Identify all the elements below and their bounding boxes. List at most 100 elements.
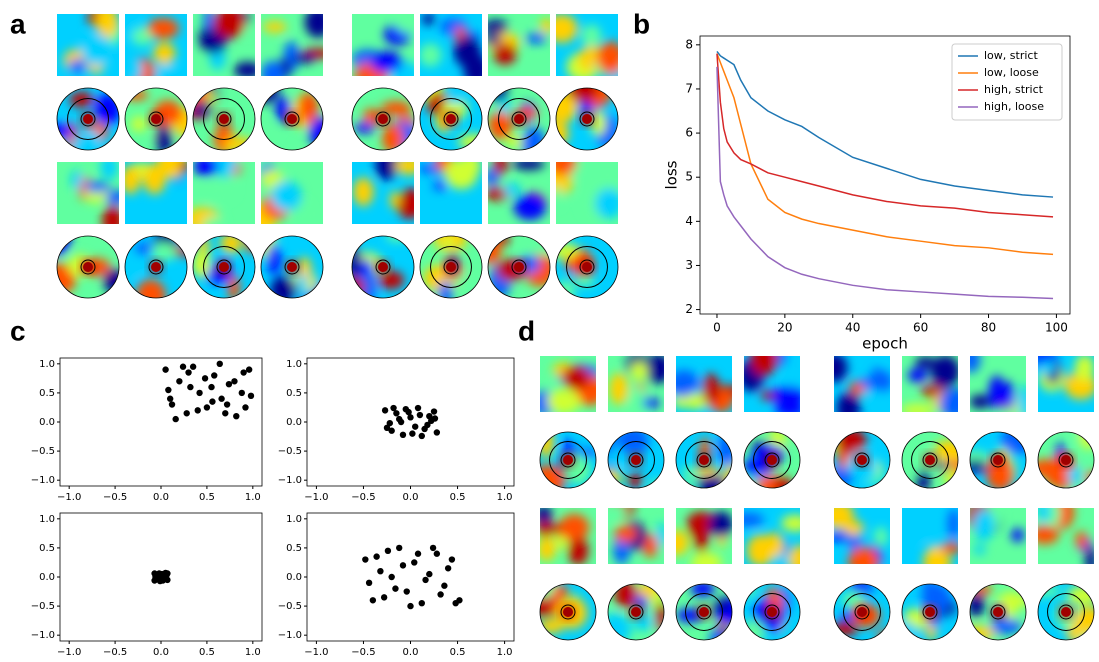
blob bbox=[676, 370, 700, 398]
point bbox=[185, 369, 192, 376]
y-tick-label: 0.0 bbox=[39, 572, 55, 583]
blob bbox=[540, 508, 553, 523]
blob bbox=[656, 522, 664, 548]
blobs bbox=[556, 162, 618, 220]
blob bbox=[1002, 590, 1018, 620]
ring bbox=[67, 98, 109, 140]
ring bbox=[854, 452, 870, 468]
point bbox=[208, 383, 215, 391]
x-tick-label: 1.0 bbox=[497, 492, 513, 503]
blob bbox=[193, 88, 209, 105]
ring bbox=[430, 246, 472, 288]
blob bbox=[488, 19, 508, 35]
blobs bbox=[193, 162, 242, 224]
ring bbox=[764, 604, 780, 620]
center-peak bbox=[219, 114, 229, 124]
point bbox=[381, 407, 389, 414]
center-peak bbox=[925, 455, 935, 465]
y-tick-label: 1.0 bbox=[286, 359, 302, 370]
center-peak bbox=[857, 455, 867, 465]
blob bbox=[974, 544, 986, 555]
blob bbox=[245, 236, 255, 254]
y-tick-label: 0.0 bbox=[286, 572, 302, 583]
rate-map bbox=[902, 356, 958, 412]
blob bbox=[617, 432, 649, 456]
blob bbox=[261, 60, 285, 76]
blob bbox=[156, 122, 172, 150]
point bbox=[369, 597, 377, 604]
point bbox=[386, 419, 393, 427]
blob bbox=[902, 403, 935, 412]
rate-map bbox=[744, 508, 800, 564]
ring bbox=[764, 452, 780, 468]
blob bbox=[540, 536, 556, 562]
point bbox=[164, 570, 171, 577]
blob bbox=[934, 439, 958, 463]
point bbox=[242, 404, 249, 411]
blob bbox=[926, 615, 941, 627]
blob bbox=[1074, 606, 1094, 633]
point bbox=[223, 401, 231, 408]
rate-map bbox=[1038, 356, 1094, 412]
blobs bbox=[744, 356, 800, 412]
outline bbox=[743, 431, 801, 489]
center-peak bbox=[1061, 607, 1071, 617]
point bbox=[365, 579, 373, 587]
blob bbox=[970, 356, 981, 373]
center-peak bbox=[631, 455, 641, 465]
outline bbox=[833, 583, 891, 641]
center-peak bbox=[925, 607, 935, 617]
blob bbox=[389, 191, 400, 209]
blob bbox=[546, 388, 581, 412]
ring bbox=[617, 441, 655, 479]
blobs bbox=[834, 356, 890, 412]
rate-map bbox=[1038, 508, 1094, 564]
outline bbox=[1037, 431, 1095, 489]
ring bbox=[685, 441, 723, 479]
blob bbox=[488, 236, 502, 265]
blob bbox=[595, 188, 618, 219]
point bbox=[407, 414, 414, 421]
point bbox=[431, 415, 439, 422]
blob bbox=[939, 387, 958, 412]
blob bbox=[131, 60, 143, 76]
ring bbox=[1058, 452, 1074, 468]
point bbox=[176, 378, 183, 385]
x-tick-label: 0.5 bbox=[450, 647, 466, 658]
rate-map bbox=[970, 356, 1026, 412]
blob bbox=[167, 162, 181, 175]
center-peak bbox=[287, 262, 297, 272]
blob bbox=[202, 180, 236, 202]
center-peak bbox=[151, 262, 161, 272]
blob bbox=[559, 513, 590, 541]
point bbox=[422, 576, 429, 584]
ring bbox=[696, 604, 712, 620]
blob bbox=[940, 542, 958, 555]
blobs bbox=[261, 14, 323, 76]
blob bbox=[153, 42, 176, 65]
autocorrelogram bbox=[608, 584, 664, 640]
blob bbox=[590, 110, 606, 136]
point bbox=[433, 550, 441, 557]
blobs bbox=[970, 508, 1024, 555]
blob bbox=[788, 544, 800, 564]
blob bbox=[608, 612, 632, 640]
center-peak bbox=[446, 114, 456, 124]
y-tick-label: 0.0 bbox=[286, 417, 302, 428]
y-tick-label: 1.0 bbox=[286, 514, 302, 525]
outline bbox=[56, 87, 120, 151]
x-axis-label: epoch bbox=[862, 335, 908, 353]
point bbox=[433, 429, 441, 436]
blob bbox=[202, 217, 226, 224]
blob bbox=[902, 442, 929, 472]
ring bbox=[560, 452, 576, 468]
center-peak bbox=[582, 114, 592, 124]
line bbox=[716, 50, 1054, 198]
blob bbox=[556, 121, 569, 146]
blob bbox=[556, 280, 575, 298]
blob bbox=[353, 177, 374, 207]
rate-map bbox=[834, 508, 890, 564]
blob bbox=[774, 553, 789, 564]
blob bbox=[100, 162, 118, 180]
ring bbox=[511, 111, 527, 127]
